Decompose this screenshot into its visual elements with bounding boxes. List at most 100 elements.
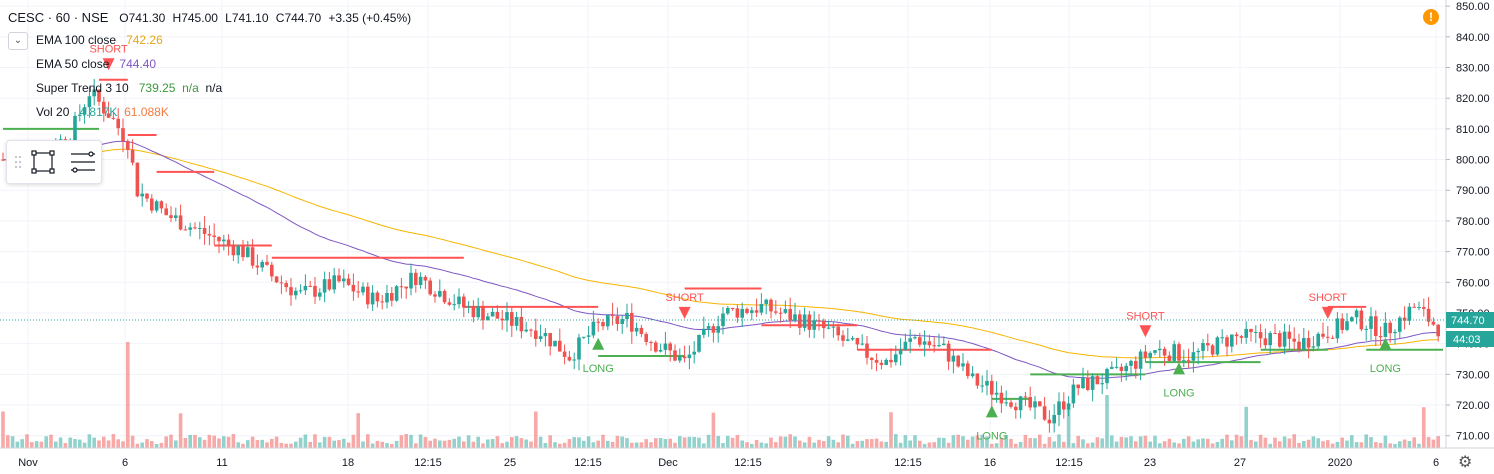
candle-body [1374, 316, 1378, 337]
candle-body [1158, 348, 1162, 351]
volume-bar [879, 441, 884, 448]
volume-bar [370, 443, 375, 448]
countdown-text: 44:03 [1453, 334, 1481, 346]
candle-body [1398, 317, 1402, 332]
supertrend-legend[interactable]: Super Trend 3 10 739.25 n/a n/a [36, 81, 222, 95]
volume-bar [409, 434, 413, 448]
candle-body [279, 282, 284, 284]
volume-bar [361, 441, 365, 448]
volume-bar [562, 442, 567, 448]
ema100-label: EMA 100 close [36, 33, 117, 47]
volume-bars [1, 342, 1440, 448]
volume-bar [241, 443, 245, 448]
volume-bar [740, 440, 744, 448]
ema100-legend[interactable]: EMA 100 close 742.26 [36, 33, 163, 47]
candle-body [1177, 344, 1181, 361]
volume-bar [807, 436, 812, 448]
candle-body [668, 343, 672, 351]
symbol-header[interactable]: CESC · 60 · NSE O741.30 H745.00 L741.10 … [8, 10, 411, 25]
chevron-down-icon[interactable]: ⌄ [8, 32, 28, 50]
candle-body [1239, 336, 1244, 338]
candle-body [346, 278, 351, 285]
volume-bar [322, 436, 327, 448]
volume-bar [774, 442, 778, 448]
volume-bar [183, 437, 188, 448]
candle-body [510, 312, 514, 326]
candle-body [850, 338, 855, 340]
time-tick-label: 9 [826, 457, 832, 469]
candle-body [500, 318, 504, 321]
volume-bar [44, 436, 48, 448]
volume-bar [654, 438, 658, 448]
candle-body [735, 308, 740, 318]
candle-body [706, 326, 711, 329]
candle-body [428, 280, 432, 295]
drag-handle-icon[interactable] [15, 156, 21, 168]
candle-body [385, 292, 389, 303]
volume-bar [1398, 441, 1402, 448]
candle-body [73, 115, 77, 144]
candle-body [1369, 316, 1373, 329]
volume-bar [212, 435, 216, 448]
alert-icon[interactable]: ! [1423, 9, 1439, 25]
volume-bar [1086, 443, 1090, 448]
drawing-toolbox[interactable] [6, 140, 102, 184]
volume-bar [730, 437, 735, 448]
rectangle-tool-icon[interactable] [31, 150, 55, 174]
volume-bar [145, 439, 149, 448]
gear-icon[interactable]: ⚙ [1458, 454, 1473, 471]
volume-bar [812, 442, 816, 448]
candle-body [1330, 337, 1335, 339]
candle-body [414, 272, 418, 286]
candle-body [975, 373, 980, 386]
volume-bar [1273, 437, 1277, 448]
ema50-legend[interactable]: EMA 50 close 744.40 [36, 57, 156, 71]
volume-bar [687, 436, 692, 448]
candle-body [102, 101, 106, 114]
ema50-label: EMA 50 close [36, 57, 110, 71]
volume-legend[interactable]: Vol 20 4.817K 61.088K [36, 105, 169, 119]
volume-bar [1, 411, 5, 448]
candle-body [1153, 350, 1157, 353]
candle-body [970, 373, 975, 377]
candle-body [87, 96, 92, 108]
volume-bar [1225, 434, 1229, 448]
candle-body [730, 307, 735, 309]
candle-body [1110, 367, 1114, 369]
volume-bar [836, 442, 840, 448]
volume-bar [630, 442, 634, 448]
volume-bar [1033, 438, 1037, 448]
candle-body [442, 290, 447, 303]
volume-bar [34, 441, 39, 448]
candle-body [457, 296, 461, 305]
long-arrow-icon [985, 405, 998, 418]
volume-bar [942, 437, 946, 448]
volume-bar [1023, 434, 1028, 448]
candle-body [759, 303, 764, 313]
candle-body [1436, 324, 1440, 337]
candle-body [486, 316, 490, 321]
candle-body [1057, 401, 1061, 415]
candle-body [913, 337, 917, 339]
candle-body [567, 356, 572, 361]
volume-bar [303, 434, 308, 448]
candle-body [634, 327, 639, 332]
candle-body [966, 363, 970, 377]
volume-bar [1407, 440, 1412, 448]
candle-body [942, 343, 946, 346]
candle-body [226, 239, 231, 245]
candle-body [1062, 401, 1066, 410]
lines-tool-icon[interactable] [71, 151, 95, 173]
candle-body [313, 285, 317, 297]
volume-bar [452, 438, 456, 448]
time-tick-label: 12:15 [894, 457, 922, 469]
candle-body [1225, 337, 1229, 347]
price-tick-label: 830.00 [1456, 63, 1490, 75]
candle-body [375, 292, 380, 302]
volume-bar [97, 440, 101, 448]
price-tick-label: 820.00 [1456, 93, 1490, 105]
volume-bar [980, 434, 984, 448]
volume-bar [1388, 443, 1392, 448]
candle-body [418, 276, 423, 286]
